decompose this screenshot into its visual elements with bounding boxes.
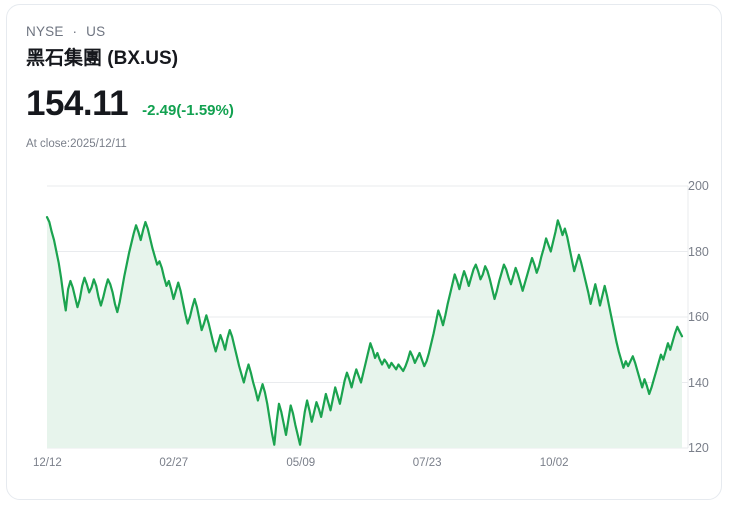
- chart-canvas[interactable]: [7, 168, 722, 488]
- y-axis-tick: 200: [688, 179, 709, 193]
- price-chart[interactable]: 200 180 160 140 120 12/12 02/27 05/09 07/23 10/0…: [7, 168, 722, 488]
- price-change: -2.49(-1.59%): [142, 102, 234, 119]
- separator-dot: ·: [72, 24, 78, 39]
- current-price: 154.11: [26, 84, 129, 123]
- stock-quote-card: NYSE · US 黑石集團 (BX.US) 154.11 -2.49(-1.5…: [6, 4, 722, 500]
- company-name: 黑石集團: [26, 48, 103, 69]
- x-axis-tick: 10/02: [539, 457, 569, 469]
- market-status: At close:2025/12/11: [26, 138, 127, 150]
- y-axis-tick: 140: [688, 375, 709, 390]
- y-axis-labels: 200 180 160 140 120: [688, 168, 721, 468]
- y-axis-tick: 180: [688, 244, 709, 259]
- y-axis-tick: 120: [688, 441, 709, 455]
- region-label: US: [86, 24, 106, 39]
- chart-line: [45, 216, 684, 446]
- x-axis-tick: 07/23: [412, 457, 442, 469]
- x-axis-tick: 02/27: [159, 457, 189, 469]
- quote-header: NYSE · US 黑石集團 (BX.US) 154.11 -2.49(-1.5…: [26, 23, 586, 152]
- x-axis-tick: 12/12: [33, 457, 62, 469]
- y-axis-tick: 160: [688, 310, 709, 324]
- price-row: 154.11 -2.49(-1.59%): [26, 84, 586, 124]
- x-axis-tick: 05/09: [286, 457, 316, 469]
- x-axis-labels: 12/12 02/27 05/09 07/23 10/02: [7, 456, 721, 478]
- exchange-label: NYSE: [26, 24, 64, 39]
- ticker-symbol: (BX.US): [107, 48, 179, 69]
- exchange-region: NYSE · US: [26, 23, 586, 41]
- page-title: 黑石集團 (BX.US): [26, 46, 586, 72]
- chart-area-fill: [47, 217, 682, 448]
